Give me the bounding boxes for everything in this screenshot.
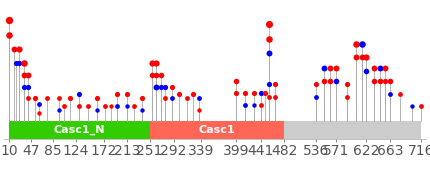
Bar [9, 121, 150, 139]
Point [84, 105, 91, 108]
Bar [9, 121, 421, 139]
Point [233, 92, 240, 95]
Point [418, 105, 424, 108]
Point [25, 73, 32, 76]
Point [55, 97, 62, 100]
Point [359, 56, 366, 59]
Point [376, 80, 383, 83]
Point [131, 105, 138, 108]
Point [138, 97, 145, 100]
Text: Casc1: Casc1 [199, 125, 235, 135]
Point [257, 92, 264, 95]
Point [153, 61, 160, 64]
Point [333, 67, 340, 70]
Point [157, 85, 164, 88]
Point [271, 82, 278, 85]
Point [387, 80, 393, 83]
Point [148, 61, 155, 64]
Point [408, 105, 415, 108]
Point [43, 97, 50, 100]
Point [124, 105, 131, 108]
Point [321, 67, 328, 70]
Point [20, 85, 27, 88]
Point [189, 93, 196, 96]
Point [32, 97, 39, 100]
Point [16, 61, 23, 64]
Point [169, 97, 176, 100]
Point [61, 105, 68, 108]
Point [251, 92, 258, 95]
Point [363, 69, 370, 72]
Point [76, 105, 83, 108]
Point [153, 85, 160, 88]
Point [251, 104, 258, 107]
Point [387, 93, 393, 96]
Point [396, 93, 403, 96]
Point [265, 23, 272, 26]
Point [363, 56, 370, 59]
Point [313, 82, 319, 85]
Bar [150, 121, 285, 139]
Point [242, 92, 249, 95]
Point [265, 96, 272, 99]
Text: Casc1_N: Casc1_N [54, 125, 105, 135]
Point [102, 105, 109, 108]
Point [370, 67, 377, 70]
Point [326, 80, 333, 83]
Point [261, 92, 268, 95]
Point [195, 97, 202, 100]
Point [25, 85, 32, 88]
Point [36, 111, 43, 115]
Point [359, 43, 366, 46]
Point [382, 80, 389, 83]
Point [157, 73, 164, 76]
Point [242, 104, 249, 107]
Point [271, 96, 278, 99]
Point [233, 80, 240, 83]
Point [333, 80, 340, 83]
Point [67, 97, 74, 100]
Point [162, 97, 169, 100]
Point [10, 48, 17, 51]
Point [36, 102, 43, 105]
Point [25, 97, 32, 100]
Point [353, 43, 359, 46]
Point [326, 67, 333, 70]
Point [114, 93, 120, 96]
Point [382, 67, 389, 70]
Point [265, 52, 272, 55]
Point [162, 85, 169, 88]
Point [321, 80, 328, 83]
Point [169, 85, 176, 88]
Point [114, 105, 120, 108]
Point [195, 109, 202, 112]
Point [376, 67, 383, 70]
Point [55, 109, 62, 112]
Point [76, 93, 83, 96]
Point [353, 56, 359, 59]
Point [93, 109, 100, 112]
Point [148, 73, 155, 76]
Point [20, 73, 27, 76]
Point [6, 19, 12, 22]
Point [370, 80, 377, 83]
Point [344, 96, 351, 99]
Point [16, 48, 23, 51]
Point [184, 97, 190, 100]
Point [93, 97, 100, 100]
Point [176, 93, 183, 96]
Point [265, 38, 272, 40]
Point [265, 82, 272, 85]
Point [6, 33, 12, 36]
Point [257, 104, 264, 107]
Point [153, 73, 160, 76]
Point [124, 93, 131, 96]
Point [313, 96, 319, 99]
Point [138, 109, 145, 112]
Point [20, 61, 27, 64]
Point [108, 105, 114, 108]
Point [12, 61, 19, 64]
Point [344, 82, 351, 85]
